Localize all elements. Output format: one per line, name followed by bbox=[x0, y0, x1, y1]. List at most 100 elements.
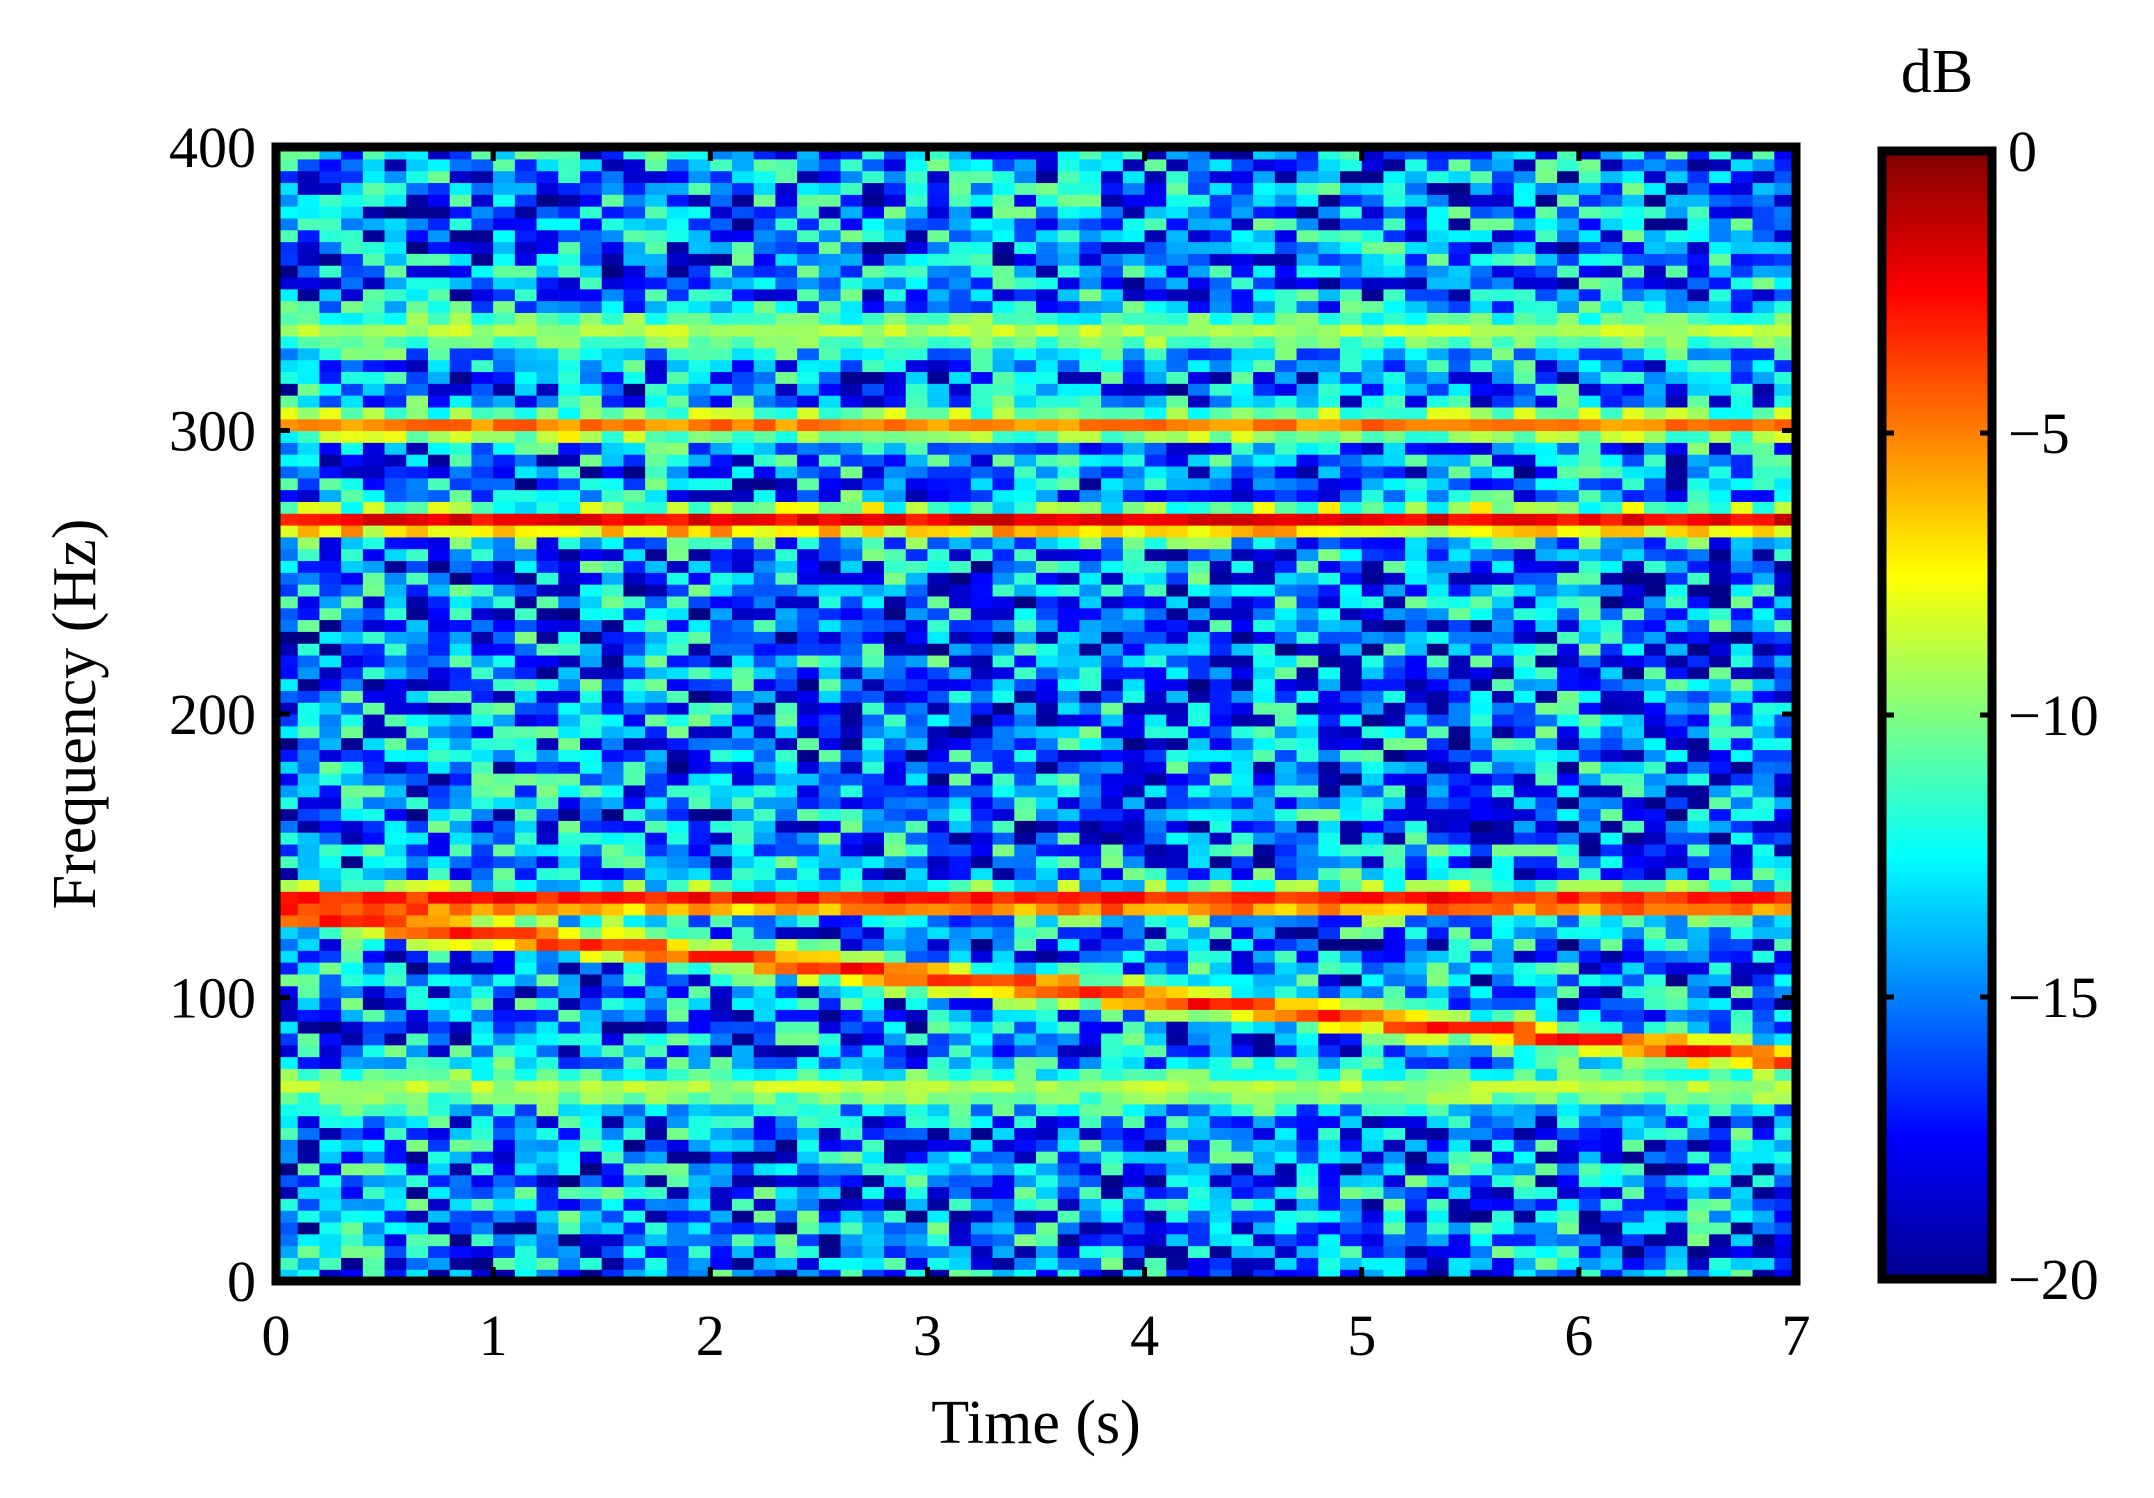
heatmap-cell bbox=[1318, 217, 1341, 231]
heatmap-cell bbox=[862, 513, 885, 526]
heatmap-cell bbox=[1101, 572, 1124, 585]
heatmap-cell bbox=[536, 489, 559, 502]
heatmap-cell bbox=[992, 666, 1015, 680]
heatmap-cell bbox=[1209, 796, 1233, 810]
heatmap-cell bbox=[1079, 962, 1102, 975]
heatmap-cell bbox=[710, 1186, 733, 1199]
heatmap-cell bbox=[862, 1103, 885, 1117]
heatmap-cell bbox=[276, 654, 299, 668]
heatmap-cell bbox=[1296, 702, 1319, 715]
heatmap-cell bbox=[840, 572, 863, 585]
heatmap-cell bbox=[623, 855, 646, 869]
heatmap-cell bbox=[362, 997, 386, 1010]
heatmap-cell bbox=[992, 347, 1015, 361]
heatmap-cell bbox=[1057, 1233, 1081, 1247]
heatmap-cell bbox=[753, 395, 777, 408]
heatmap-cell bbox=[536, 525, 559, 538]
heatmap-cell bbox=[992, 891, 1015, 904]
heatmap-cell bbox=[406, 560, 429, 573]
heatmap-cell bbox=[753, 1186, 777, 1199]
heatmap-cell bbox=[384, 371, 407, 384]
heatmap-cell bbox=[319, 359, 342, 373]
heatmap-cell bbox=[406, 1068, 429, 1081]
heatmap-cell bbox=[558, 1186, 581, 1199]
heatmap-cell bbox=[1209, 678, 1233, 691]
heatmap-cell bbox=[970, 158, 994, 172]
heatmap-cell bbox=[1383, 820, 1406, 833]
heatmap-cell bbox=[514, 584, 538, 597]
heatmap-cell bbox=[753, 1056, 777, 1069]
heatmap-cell bbox=[514, 312, 538, 325]
heatmap-cell bbox=[362, 1162, 386, 1176]
heatmap-cell bbox=[1166, 784, 1189, 798]
heatmap-cell bbox=[1296, 501, 1319, 514]
heatmap-cell bbox=[666, 702, 690, 715]
heatmap-cell bbox=[732, 1021, 755, 1034]
heatmap-cell bbox=[840, 926, 863, 940]
heatmap-cell bbox=[341, 442, 364, 455]
heatmap-cell bbox=[1274, 643, 1298, 656]
heatmap-cell bbox=[818, 312, 842, 325]
heatmap-cell bbox=[1274, 725, 1298, 739]
heatmap-cell bbox=[1253, 1032, 1276, 1046]
heatmap-cell bbox=[927, 1151, 950, 1164]
heatmap-cell bbox=[1188, 572, 1211, 585]
heatmap-cell bbox=[406, 985, 429, 999]
heatmap-cell bbox=[384, 914, 407, 928]
heatmap-cell bbox=[775, 1162, 798, 1176]
heatmap-cell bbox=[666, 572, 690, 585]
heatmap-cell bbox=[341, 513, 364, 526]
heatmap-cell bbox=[1361, 560, 1385, 573]
heatmap-cell bbox=[1209, 182, 1233, 195]
heatmap-cell bbox=[1361, 359, 1385, 373]
heatmap-cell bbox=[905, 973, 929, 987]
heatmap-cell bbox=[1231, 1103, 1254, 1117]
heatmap-cell bbox=[753, 406, 777, 420]
heatmap-cell bbox=[1209, 1151, 1233, 1164]
heatmap-cell bbox=[797, 832, 820, 845]
heatmap-cell bbox=[1209, 371, 1233, 384]
heatmap-cell bbox=[471, 395, 494, 408]
heatmap-cell bbox=[862, 359, 885, 373]
heatmap-cell bbox=[536, 359, 559, 373]
heatmap-cell bbox=[1166, 276, 1189, 290]
heatmap-cell bbox=[1318, 406, 1341, 420]
heatmap-cell bbox=[384, 761, 407, 774]
heatmap-cell bbox=[1014, 182, 1037, 195]
heatmap-cell bbox=[276, 170, 299, 184]
heatmap-cell bbox=[970, 997, 994, 1010]
heatmap-cell bbox=[493, 1139, 516, 1152]
heatmap-cell bbox=[1036, 796, 1059, 810]
heatmap-cell bbox=[514, 737, 538, 751]
heatmap-cell bbox=[406, 158, 429, 172]
heatmap-cell bbox=[905, 1198, 929, 1211]
heatmap-cell bbox=[970, 666, 994, 680]
heatmap-cell bbox=[1209, 536, 1233, 550]
heatmap-cell bbox=[1166, 336, 1189, 349]
heatmap-cell bbox=[992, 855, 1015, 869]
heatmap-cell bbox=[1079, 1233, 1102, 1247]
heatmap-cell bbox=[732, 985, 755, 999]
heatmap-cell bbox=[797, 867, 820, 880]
heatmap-cell bbox=[645, 1056, 668, 1069]
heatmap-cell bbox=[732, 737, 755, 751]
heatmap-cell bbox=[775, 843, 798, 857]
heatmap-cell bbox=[1188, 879, 1211, 892]
heatmap-cell bbox=[471, 300, 494, 313]
heatmap-cell bbox=[1340, 879, 1363, 892]
heatmap-cell bbox=[514, 525, 538, 538]
heatmap-cell bbox=[1209, 1210, 1233, 1223]
heatmap-cell bbox=[1079, 253, 1102, 266]
heatmap-cell bbox=[710, 1068, 733, 1081]
heatmap-cell bbox=[1209, 395, 1233, 408]
heatmap-cell bbox=[558, 1032, 581, 1046]
heatmap-cell bbox=[905, 454, 929, 467]
heatmap-cell bbox=[1079, 265, 1102, 278]
heatmap-cell bbox=[1383, 525, 1406, 538]
heatmap-cell bbox=[601, 832, 625, 845]
heatmap-cell bbox=[1188, 867, 1211, 880]
heatmap-cell bbox=[1296, 855, 1319, 869]
heatmap-cell bbox=[797, 1092, 820, 1105]
heatmap-cell bbox=[1318, 796, 1341, 810]
heatmap-cell bbox=[1079, 879, 1102, 892]
